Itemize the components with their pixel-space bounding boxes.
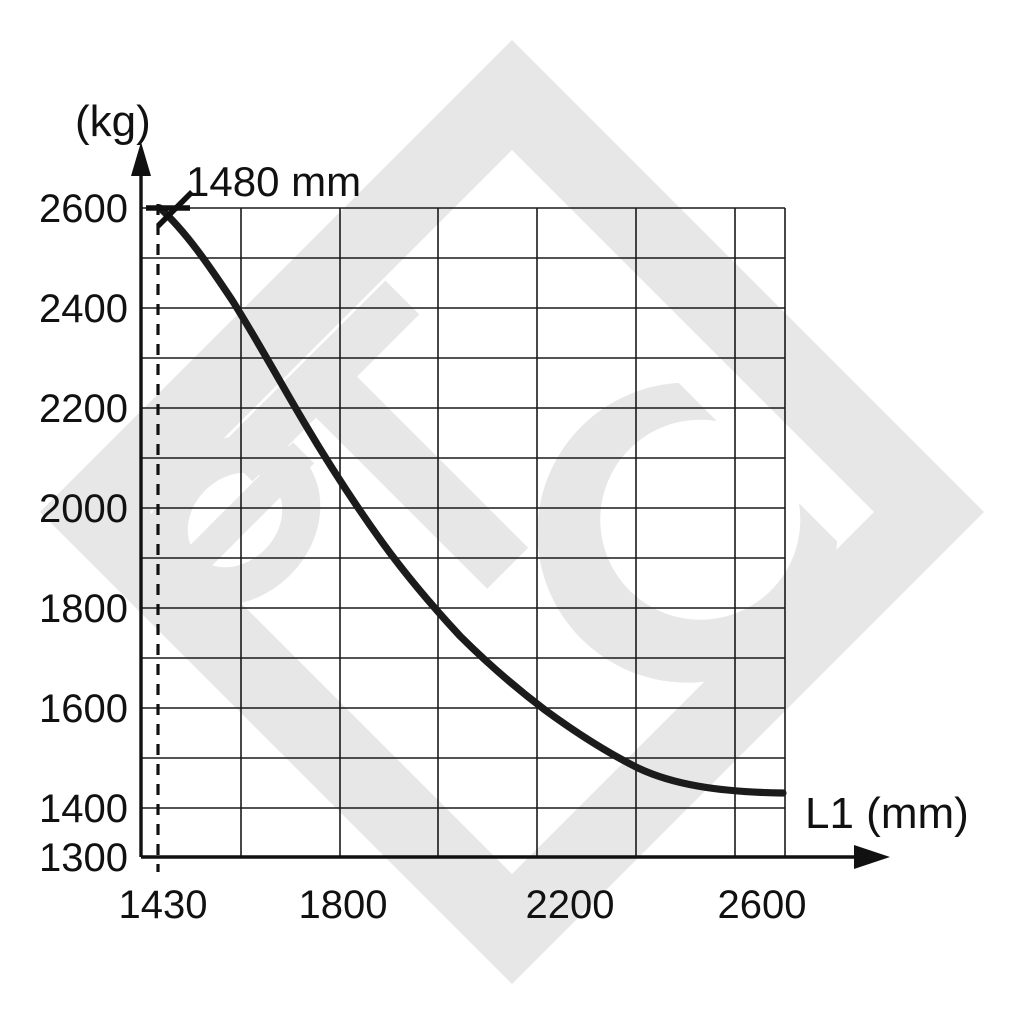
y-axis-unit-label: (kg) — [75, 97, 151, 146]
y-axis — [131, 142, 151, 857]
y-tick-label: 1400 — [39, 787, 128, 831]
y-tick-label: 2000 — [39, 487, 128, 531]
x-axis — [141, 845, 890, 869]
x-tick-labels: 1430 1800 2200 2600 — [119, 883, 807, 927]
capacity-curve — [156, 204, 787, 797]
y-tick-label: 1300 — [39, 836, 128, 880]
start-point-annotation: 1480 mm — [186, 158, 361, 205]
curve-path — [156, 204, 787, 797]
y-tick-label: 2600 — [39, 187, 128, 231]
y-tick-label: 2400 — [39, 287, 128, 331]
plot-grid — [140, 207, 786, 858]
x-axis-arrow-icon — [854, 845, 890, 869]
watermark-etc — [40, 40, 984, 984]
y-tick-label: 1600 — [39, 687, 128, 731]
start-point-marker — [146, 190, 194, 228]
y-tick-labels: 2600 2400 2200 2000 1800 1600 1400 1300 — [39, 187, 128, 880]
x-tick-label: 2600 — [718, 883, 807, 927]
x-axis-unit-label: L1 (mm) — [805, 789, 969, 838]
x-tick-label: 1800 — [299, 883, 388, 927]
x-tick-label: 1430 — [119, 883, 208, 927]
y-tick-label: 2200 — [39, 387, 128, 431]
y-tick-label: 1800 — [39, 587, 128, 631]
x-tick-label: 2200 — [526, 883, 615, 927]
y-axis-arrow-icon — [131, 142, 151, 176]
